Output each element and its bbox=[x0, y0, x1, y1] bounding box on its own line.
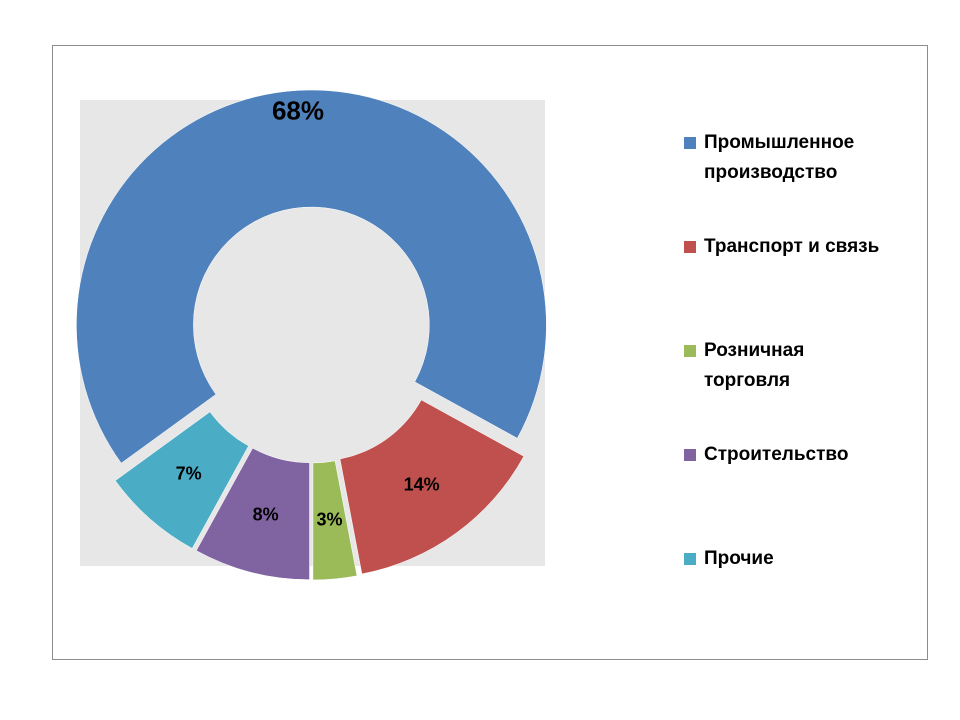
legend-item: Розничная торговля bbox=[684, 336, 884, 396]
legend-swatch bbox=[684, 449, 696, 461]
donut-slice bbox=[114, 411, 249, 549]
legend-item: Промышленное производство bbox=[684, 128, 884, 188]
data-label: 3% bbox=[317, 509, 343, 529]
data-label: 7% bbox=[176, 464, 202, 484]
data-label: 8% bbox=[253, 504, 279, 524]
legend-label: Розничная торговля bbox=[704, 340, 805, 391]
legend-label: Транспорт и связь bbox=[704, 236, 880, 257]
legend-swatch bbox=[684, 137, 696, 149]
legend-label: Строительство bbox=[704, 444, 849, 465]
legend-item: Прочие bbox=[684, 544, 884, 574]
data-label: 68% bbox=[272, 95, 324, 125]
donut-slice bbox=[76, 89, 547, 464]
legend-label: Промышленное производство bbox=[704, 132, 855, 183]
donut-slice bbox=[195, 447, 310, 580]
donut-slice bbox=[312, 460, 358, 581]
legend-item: Транспорт и связь bbox=[684, 232, 884, 262]
legend-item: Строительство bbox=[684, 440, 884, 470]
data-label: 14% bbox=[404, 475, 440, 495]
legend-label: Прочие bbox=[704, 548, 774, 569]
legend-swatch bbox=[684, 345, 696, 357]
donut-slice bbox=[339, 399, 525, 575]
legend-swatch bbox=[684, 241, 696, 253]
legend-swatch bbox=[684, 553, 696, 565]
chart-frame bbox=[52, 45, 928, 660]
